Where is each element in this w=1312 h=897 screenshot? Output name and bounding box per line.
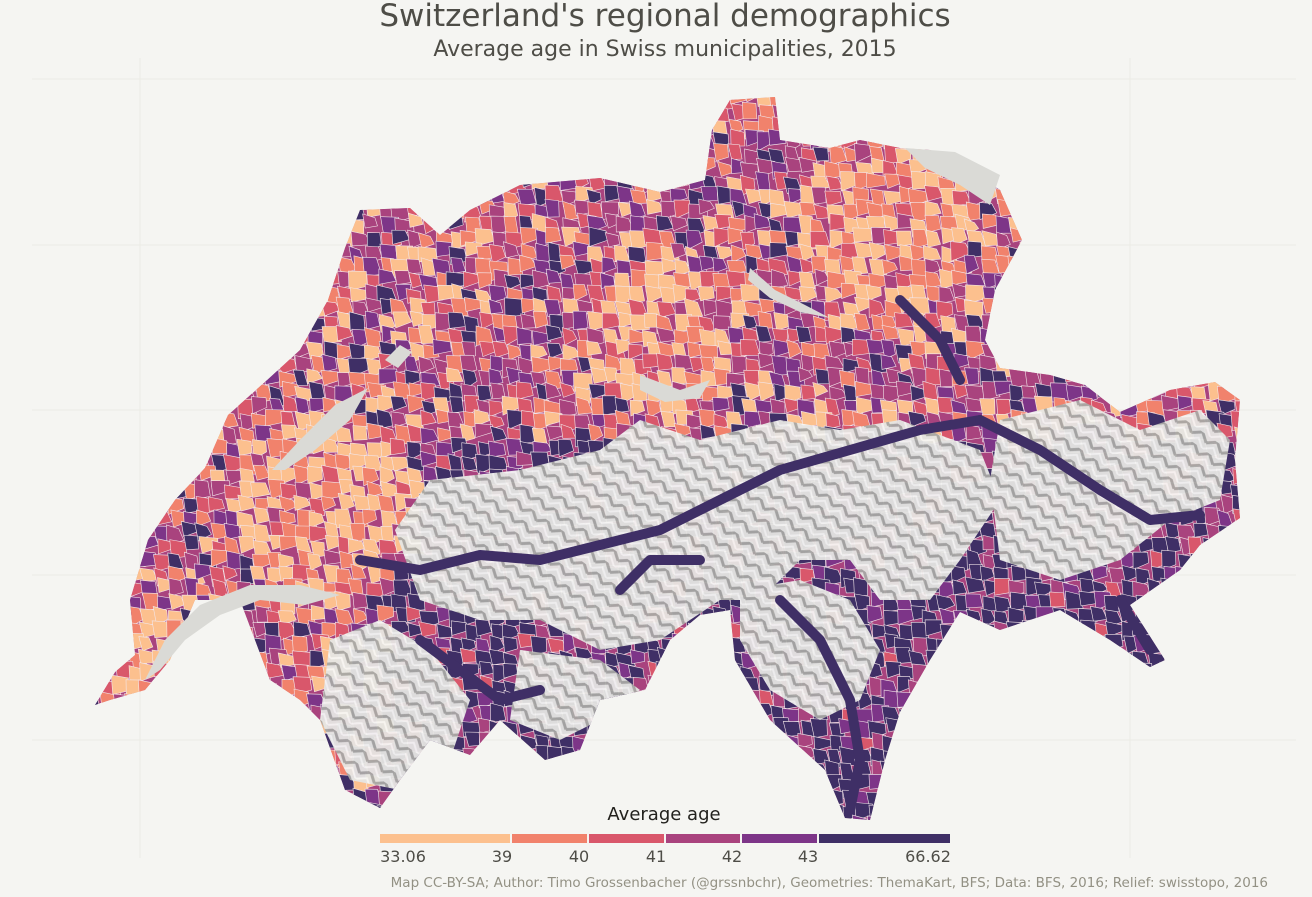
legend-color-scale bbox=[380, 834, 950, 843]
legend-label-max: 66.62 bbox=[905, 847, 951, 866]
legend-label-40: 40 bbox=[568, 847, 590, 866]
lake-zurich bbox=[748, 268, 830, 318]
legend-swatch bbox=[819, 834, 950, 843]
lake-constance bbox=[905, 148, 1000, 205]
legend-swatch bbox=[512, 834, 587, 843]
lake-geneva bbox=[145, 585, 340, 680]
map-title: Switzerland's regional demographics bbox=[379, 0, 951, 34]
legend-label-min: 33.06 bbox=[380, 847, 426, 866]
legend-swatch bbox=[666, 834, 740, 843]
lake-neuchatel bbox=[272, 388, 368, 470]
relief-alps bbox=[320, 400, 1230, 790]
legend-label-43: 43 bbox=[797, 847, 819, 866]
legend-swatch bbox=[380, 834, 510, 843]
map-caption: Map CC-BY-SA; Author: Timo Grossenbacher… bbox=[390, 875, 1268, 891]
lake-biel bbox=[385, 345, 412, 368]
legend-swatch bbox=[742, 834, 817, 843]
legend-swatch bbox=[589, 834, 664, 843]
map-subtitle: Average age in Swiss municipalities, 201… bbox=[433, 37, 897, 62]
lake-lucerne bbox=[640, 375, 710, 402]
valley-bands bbox=[355, 295, 1205, 815]
lakes bbox=[145, 148, 1000, 680]
legend-label-42: 42 bbox=[721, 847, 743, 866]
legend-label-39: 39 bbox=[491, 847, 513, 866]
legend-label-41: 41 bbox=[645, 847, 667, 866]
legend-title: Average age bbox=[607, 804, 721, 825]
